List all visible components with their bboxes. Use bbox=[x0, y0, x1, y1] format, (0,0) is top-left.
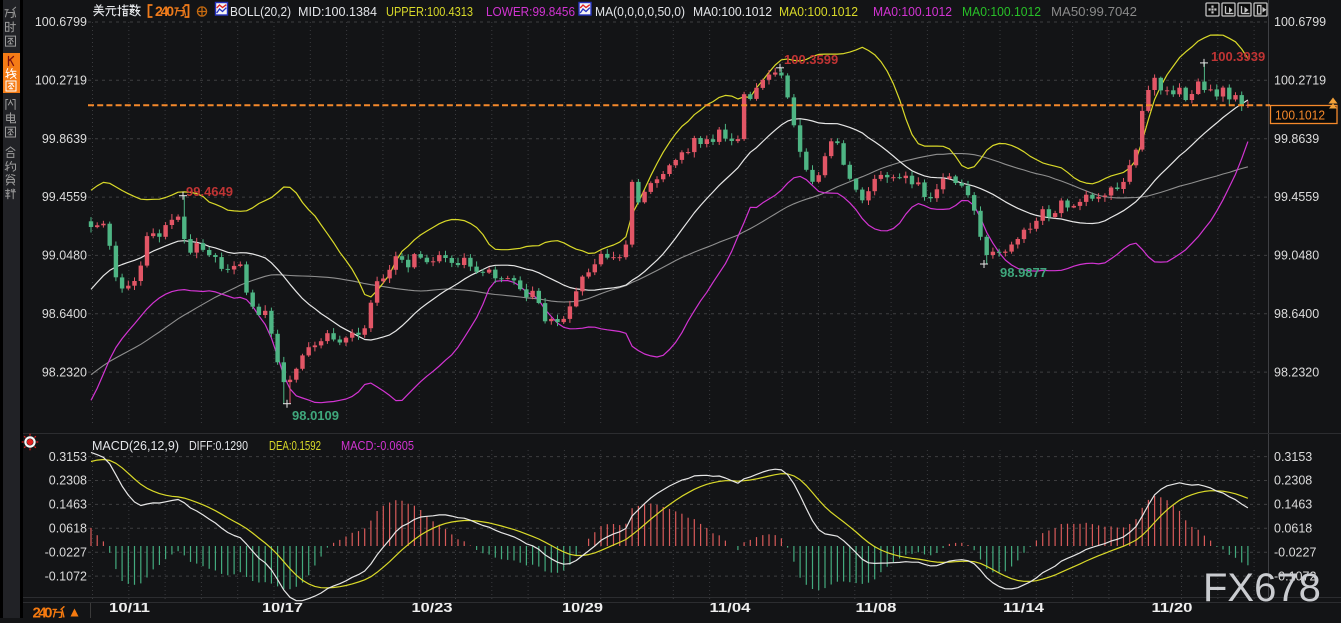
svg-text:100.3599: 100.3599 bbox=[784, 52, 838, 67]
svg-text:DIFF:0.1290: DIFF:0.1290 bbox=[189, 439, 248, 453]
svg-text:0.0618: 0.0618 bbox=[49, 522, 87, 536]
svg-text:0.3153: 0.3153 bbox=[1274, 450, 1312, 464]
svg-text:MA0:100.1012: MA0:100.1012 bbox=[962, 5, 1041, 19]
svg-text:0.2308: 0.2308 bbox=[1274, 474, 1312, 488]
svg-text:0.1463: 0.1463 bbox=[1274, 498, 1312, 512]
svg-text:UPPER:100.4313: UPPER:100.4313 bbox=[386, 5, 473, 19]
svg-text:98.9877: 98.9877 bbox=[1000, 265, 1047, 280]
svg-text:100.3939: 100.3939 bbox=[1211, 49, 1265, 64]
svg-text:0.1463: 0.1463 bbox=[49, 498, 87, 512]
svg-text:99.4559: 99.4559 bbox=[1274, 190, 1319, 204]
svg-text:240: 240 bbox=[33, 605, 53, 619]
svg-text:FX678: FX678 bbox=[1203, 566, 1321, 610]
svg-text:240: 240 bbox=[155, 3, 174, 19]
svg-text:98.6400: 98.6400 bbox=[42, 307, 87, 321]
svg-text:99.0480: 99.0480 bbox=[42, 249, 87, 263]
svg-text:100.2719: 100.2719 bbox=[1274, 74, 1326, 88]
svg-text:100.1012: 100.1012 bbox=[1275, 109, 1325, 123]
svg-text:DEA:0.1592: DEA:0.1592 bbox=[269, 439, 321, 453]
svg-text:BOLL(20,2): BOLL(20,2) bbox=[230, 5, 291, 19]
svg-text:99.4649: 99.4649 bbox=[186, 184, 233, 199]
svg-text:100.6799: 100.6799 bbox=[35, 15, 87, 29]
svg-text:100.6799: 100.6799 bbox=[1274, 15, 1326, 29]
svg-text:98.2320: 98.2320 bbox=[42, 365, 87, 379]
svg-text:MACD:-0.0605: MACD:-0.0605 bbox=[341, 439, 414, 453]
svg-text:-0.0227: -0.0227 bbox=[1274, 545, 1316, 559]
svg-text:0.3153: 0.3153 bbox=[49, 450, 87, 464]
svg-text:MA0:100.1012: MA0:100.1012 bbox=[693, 5, 772, 19]
svg-text:99.8639: 99.8639 bbox=[42, 132, 87, 146]
svg-text:-0.1072: -0.1072 bbox=[45, 569, 87, 583]
svg-text:0.0618: 0.0618 bbox=[1274, 522, 1312, 536]
svg-text:99.8639: 99.8639 bbox=[1274, 132, 1319, 146]
svg-text:99.4559: 99.4559 bbox=[42, 190, 87, 204]
svg-text:MACD(26,12,9): MACD(26,12,9) bbox=[92, 439, 179, 453]
svg-text:98.2320: 98.2320 bbox=[1274, 365, 1319, 379]
svg-text:MA0:100.1012: MA0:100.1012 bbox=[873, 5, 952, 19]
svg-text:0.2308: 0.2308 bbox=[49, 474, 87, 488]
svg-text:MA50:99.7042: MA50:99.7042 bbox=[1051, 5, 1137, 19]
svg-text:LOWER:99.8456: LOWER:99.8456 bbox=[486, 5, 575, 19]
svg-text:99.0480: 99.0480 bbox=[1274, 249, 1319, 263]
svg-text:MID:100.1384: MID:100.1384 bbox=[298, 5, 377, 19]
svg-text:-0.0227: -0.0227 bbox=[45, 545, 87, 559]
svg-text:98.0109: 98.0109 bbox=[292, 408, 339, 423]
svg-text:100.2719: 100.2719 bbox=[35, 74, 87, 88]
svg-text:MA(0,0,0,0,50,0): MA(0,0,0,0,50,0) bbox=[595, 5, 685, 19]
svg-text:MA0:100.1012: MA0:100.1012 bbox=[779, 5, 858, 19]
svg-text:98.6400: 98.6400 bbox=[1274, 307, 1319, 321]
